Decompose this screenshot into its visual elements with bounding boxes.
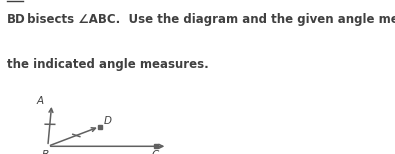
Text: B: B	[42, 150, 49, 154]
Text: D: D	[104, 116, 112, 126]
Text: the indicated angle measures.: the indicated angle measures.	[7, 58, 209, 71]
Text: A: A	[37, 96, 44, 106]
Text: C: C	[152, 150, 159, 154]
Text: BD: BD	[7, 13, 26, 26]
Text: bisects ∠ABC.  Use the diagram and the given angle measure to find: bisects ∠ABC. Use the diagram and the gi…	[23, 13, 395, 26]
